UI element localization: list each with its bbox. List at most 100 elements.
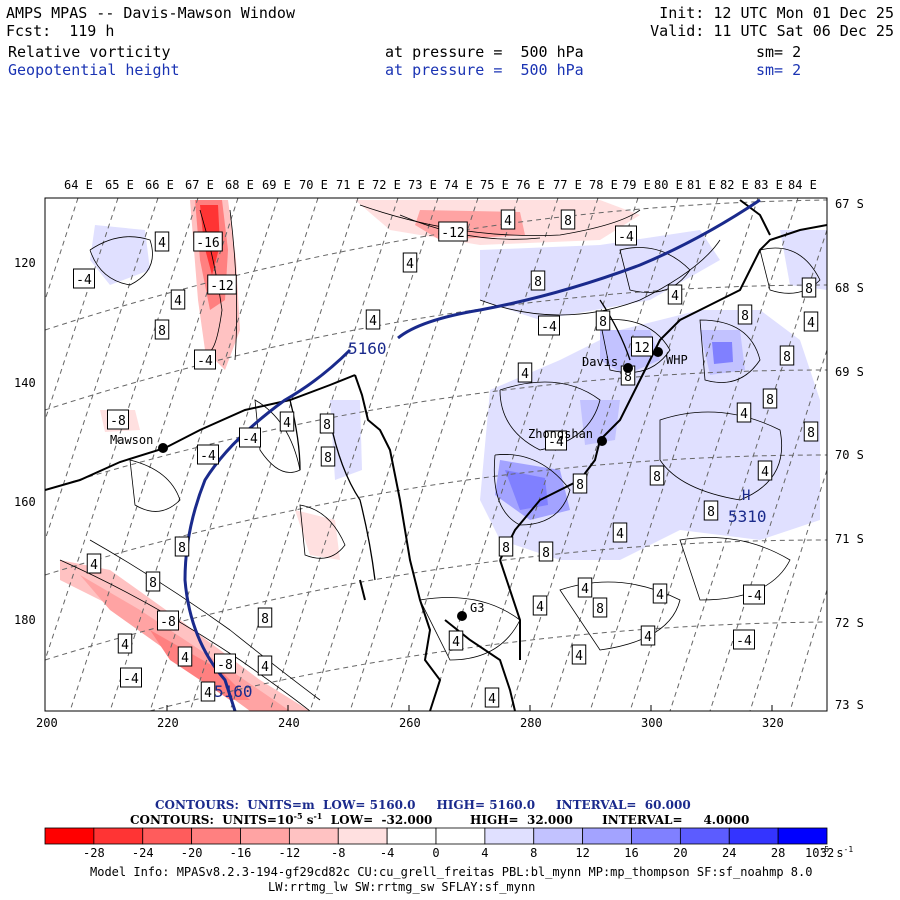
coastline [45,199,827,711]
y-axis-labels: 120 140 160 180 [14,256,36,627]
contour-value-box-frame [743,584,765,605]
lat-label: 71 S [835,532,864,546]
height-label: 5160 [214,682,253,701]
colorbar-swatch [679,827,730,845]
contour-value-box: 4 [177,646,193,667]
contour-value-box-frame [319,413,335,434]
colorbar-tick-labels: -28 -24 -20 -16 -12 -8 -4 0 4 8 12 16 20 24 28 32 [83,846,834,860]
contour-value-box-frame [612,522,628,543]
station-marker-davis [623,363,633,373]
lon-label: 84 E [788,178,817,192]
contour-value-text: 4 [807,316,815,331]
colorbar-tick-label: -8 [331,846,345,860]
contour-value-box: 4 [257,655,273,676]
colorbar-tick-label: 12 [575,846,589,860]
contour-value-box-frame [571,644,587,665]
colorbar-swatch [582,827,632,845]
contour-value-box-frame [320,446,336,467]
contour-value-box-frame [279,411,295,432]
lat-label: 72 S [835,616,864,630]
colorbar-tick-label: -4 [380,846,394,860]
contour-value-text: 4 [671,289,679,304]
contour-value-box-frame [239,427,261,448]
contour-value-box: -4 [538,315,560,336]
x-axis-ticks [44,705,773,711]
vorticity-contours [59,204,821,711]
contour-value-box-frame [595,310,611,331]
contour-value-box: -4 [239,427,261,448]
map-frame [44,197,828,712]
contour-value-text: -4 [123,672,139,687]
colorbar-swatch [93,827,144,845]
contour-value-text: 4 [121,638,129,653]
contour-value-text: 4 [536,600,544,615]
contour-value-box: 4 [500,209,516,230]
colorbar [44,827,828,845]
contour-value-box: 4 [170,289,186,310]
contour-value-box: -4 [194,349,216,370]
contour-value-box: 8 [703,500,719,521]
field1-level: at pressure = 500 hPa [385,43,584,61]
contour-value-box: 4 [571,644,587,665]
lon-label: 68 E [225,178,254,192]
contour-value-box-frame [577,577,593,598]
contour-value-box-frame [530,270,546,291]
contour-value-text: 8 [624,370,632,385]
contour-value-box-frame [193,231,223,252]
field2-smoothing: sm= 2 [756,61,802,79]
contour-value-box-frame [737,304,753,325]
contour-value-box-frame [703,500,719,521]
y-tick-label: 140 [14,376,36,390]
contour-value-box-frame [117,633,133,654]
height-contours [183,198,761,711]
contour-value-text: -4 [548,435,564,450]
colorbar-swatch [631,827,681,845]
contour-value-text: -4 [541,320,557,335]
contour-value-box: -4 [743,584,765,605]
contour-value-box-frame [652,583,668,604]
contour-value-box-frame [615,225,637,246]
y-tick-label: 180 [14,613,36,627]
height-contour-info: CONTOURS: UNITS=m LOW= 5160.0 HIGH= 5160… [155,798,691,812]
lon-label: 71 E [336,178,365,192]
lon-label: 76 E [516,178,545,192]
contour-value-text: -4 [242,432,258,447]
contour-value-text: -4 [76,273,92,288]
contour-value-box: 4 [117,633,133,654]
colorbar-tick-label: 8 [530,846,537,860]
contour-value-box: 8 [320,446,336,467]
lat-label: 69 S [835,365,864,379]
contour-value-box: 8 [530,270,546,291]
contour-value-box: -4 [73,268,95,289]
contour-value-text: 4 [740,407,748,422]
station-marker-g3 [457,611,467,621]
contour-value-box-frame [667,284,683,305]
contour-value-text: -8 [160,615,176,630]
x-axis-labels: 200 220 240 260 280 300 320 [36,716,784,730]
contour-value-box: 8 [538,541,554,562]
height-label: 5160 [348,339,387,358]
station-label-whp: WHP [666,353,688,367]
lat-label: 67 S [835,197,864,211]
contour-value-box: -12 [438,221,468,242]
contour-value-text: 8 [576,478,584,493]
contour-value-text: 4 [406,257,414,272]
field2-name: Geopotential height [8,61,180,79]
latitude-labels: 67 S 68 S 69 S 70 S 71 S 72 S 73 S [835,197,864,712]
contour-value-box: 4 [577,577,593,598]
colorbar-swatch [728,827,779,845]
contour-value-box: 8 [154,319,170,340]
lon-label: 70 E [299,178,328,192]
contour-value-box: 8 [649,465,665,486]
contour-value-box-frame [500,209,516,230]
contour-value-text: -12 [210,279,233,294]
colorbar-swatch [142,827,193,845]
contour-value-text: 8 [324,451,332,466]
contour-value-text: -4 [618,230,634,245]
station-label-davis: Davis [582,355,618,369]
colorbar-swatch [435,827,486,845]
contour-value-box-frame [214,653,236,674]
contour-value-box-frame [560,209,576,230]
